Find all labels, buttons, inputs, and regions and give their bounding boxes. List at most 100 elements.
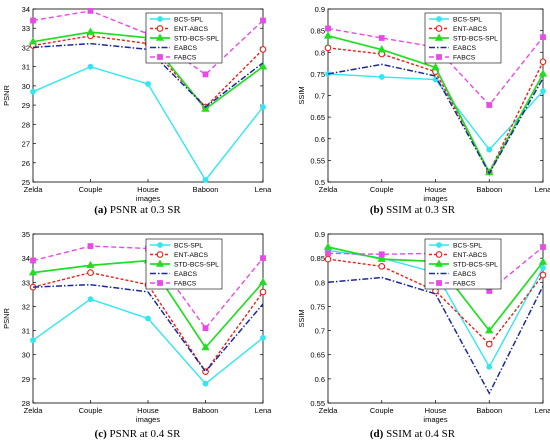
- data-point-fabcs: [325, 250, 331, 257]
- series-line-ent-abcs: [32, 271, 264, 373]
- legend-marker: [436, 242, 442, 248]
- y-tick-label: 0.65: [310, 351, 325, 360]
- series-line-eabcs: [327, 63, 544, 175]
- data-point-ent-abcs: [324, 44, 332, 52]
- legend-marker: [436, 16, 442, 22]
- data-point-bcs-spl: [87, 296, 94, 303]
- y-tick-label: 0.85: [310, 27, 325, 36]
- x-tick-label: Baboon: [476, 185, 502, 194]
- data-point-fabcs: [30, 17, 36, 24]
- data-point-std-bcs-spl: [377, 254, 386, 262]
- caption-a: (a) PSNR at 0.3 SR: [0, 204, 275, 216]
- y-tick-label: 34: [22, 254, 30, 263]
- x-axis-label: images: [423, 415, 447, 424]
- y-tick-label: 0.6: [315, 135, 325, 144]
- legend-label: ENT-ABCS: [174, 26, 208, 33]
- data-point-bcs-spl: [30, 337, 36, 344]
- y-tick-label: 32: [22, 302, 30, 311]
- y-tick-label: 31: [22, 63, 30, 72]
- caption-b-tag: (b): [369, 204, 384, 216]
- legend-marker: [434, 33, 444, 41]
- y-tick-label: 0.75: [310, 302, 325, 311]
- data-point-std-bcs-spl: [538, 69, 548, 77]
- data-point-ent-abcs: [539, 58, 547, 66]
- data-point-fabcs: [540, 244, 546, 250]
- y-tick-label: 25: [22, 178, 30, 187]
- caption-b: (b) SSIM at 0.3 SR: [275, 204, 550, 216]
- x-tick-label: House: [425, 185, 447, 194]
- x-tick-label: House: [137, 406, 159, 415]
- y-axis-label: SSIM: [297, 309, 306, 327]
- legend-label: STD-BCS-SPL: [174, 36, 219, 43]
- legend-marker: [157, 242, 163, 248]
- y-tick-label: 34: [22, 5, 30, 14]
- legend-label: STD-BCS-SPL: [174, 262, 219, 269]
- y-tick-label: 0.6: [315, 375, 325, 384]
- caption-d: (d) SSIM at 0.4 SR: [275, 428, 550, 440]
- y-tick-label: 0.75: [310, 70, 325, 79]
- data-point-bcs-spl: [260, 334, 266, 341]
- data-point-bcs-spl: [30, 88, 36, 95]
- data-point-ent-abcs: [324, 255, 332, 263]
- legend-label: EABCS: [174, 45, 198, 52]
- caption-d-tag: (d): [369, 428, 384, 440]
- x-axis-label: images: [423, 194, 447, 203]
- legend-label: BCS-SPL: [453, 17, 482, 24]
- x-tick-label: Lena: [535, 185, 550, 194]
- data-point-ent-abcs: [87, 269, 94, 276]
- series-line-ent-abcs: [327, 258, 544, 346]
- x-tick-label: Baboon: [193, 185, 219, 194]
- y-tick-label: 30: [22, 351, 30, 360]
- y-tick-label: 0.55: [310, 156, 325, 165]
- data-point-fabcs: [30, 257, 36, 264]
- caption-c: (c) PSNR at 0.4 SR: [0, 428, 275, 440]
- caption-a-tag: (a): [94, 204, 108, 216]
- data-point-std-bcs-spl: [28, 268, 38, 276]
- y-tick-label: 0.9: [315, 230, 325, 239]
- y-tick-label: 28: [22, 399, 30, 408]
- y-tick-label: 0.8: [315, 48, 325, 57]
- x-tick-label: Lena: [535, 406, 550, 415]
- data-point-bcs-spl: [486, 363, 493, 370]
- y-tick-label: 0.9: [315, 5, 325, 14]
- y-tick-label: 0.55: [310, 399, 325, 408]
- data-point-fabcs: [202, 325, 209, 332]
- data-point-bcs-spl: [202, 177, 209, 183]
- legend-marker: [436, 54, 442, 60]
- y-tick-label: 0.7: [315, 327, 325, 336]
- chart-2: 28 29 30 31 32 33 34 35 Zelda Couple House Baboon Le…: [2, 230, 272, 424]
- y-tick-label: 27: [22, 140, 30, 149]
- data-point-fabcs: [87, 8, 94, 14]
- y-tick-label: 32: [22, 43, 30, 52]
- y-tick-label: 0.5: [315, 178, 325, 187]
- chart-0: 25 26 27 28 29 30 31 32 33 34 Zelda Couple House Babo…: [2, 5, 272, 203]
- data-point-ent-abcs: [539, 271, 547, 279]
- chart-1: 0.5 0.55 0.6 0.65 0.7 0.75 0.8 0.85 0.9 Zelda Coup…: [297, 5, 550, 203]
- data-point-fabcs: [325, 25, 331, 32]
- legend-label: BCS-SPL: [453, 243, 482, 250]
- legend-label: FABCS: [174, 55, 197, 62]
- y-axis-label: PSNR: [2, 308, 11, 329]
- legend-label: FABCS: [453, 281, 476, 288]
- legend-label: STD-BCS-SPL: [453, 36, 498, 43]
- x-tick-label: Zelda: [24, 406, 44, 415]
- data-point-bcs-spl: [540, 264, 546, 271]
- legend: BCS-SPL ENT-ABCS STD-BCS-SPL EABCS FABCS: [424, 238, 502, 290]
- data-point-fabcs: [202, 71, 209, 78]
- legend-label: ENT-ABCS: [453, 252, 487, 259]
- data-point-bcs-spl: [540, 88, 546, 95]
- y-axis-label: PSNR: [2, 85, 11, 106]
- legend-label: ENT-ABCS: [174, 252, 208, 259]
- data-point-fabcs: [260, 255, 266, 262]
- x-tick-label: Couple: [79, 185, 103, 194]
- legend: BCS-SPL ENT-ABCS STD-BCS-SPL EABCS FABCS: [145, 12, 223, 64]
- y-tick-label: 29: [22, 375, 30, 384]
- data-point-std-bcs-spl: [28, 37, 38, 45]
- series-line-fabcs: [327, 27, 544, 107]
- data-point-std-bcs-spl: [485, 326, 494, 334]
- legend-label: FABCS: [453, 55, 476, 62]
- legend-label: FABCS: [174, 281, 197, 288]
- legend-marker: [436, 280, 442, 286]
- caption-c-tag: (c): [94, 428, 107, 440]
- legend: BCS-SPL ENT-ABCS STD-BCS-SPL EABCS FABCS: [145, 238, 223, 290]
